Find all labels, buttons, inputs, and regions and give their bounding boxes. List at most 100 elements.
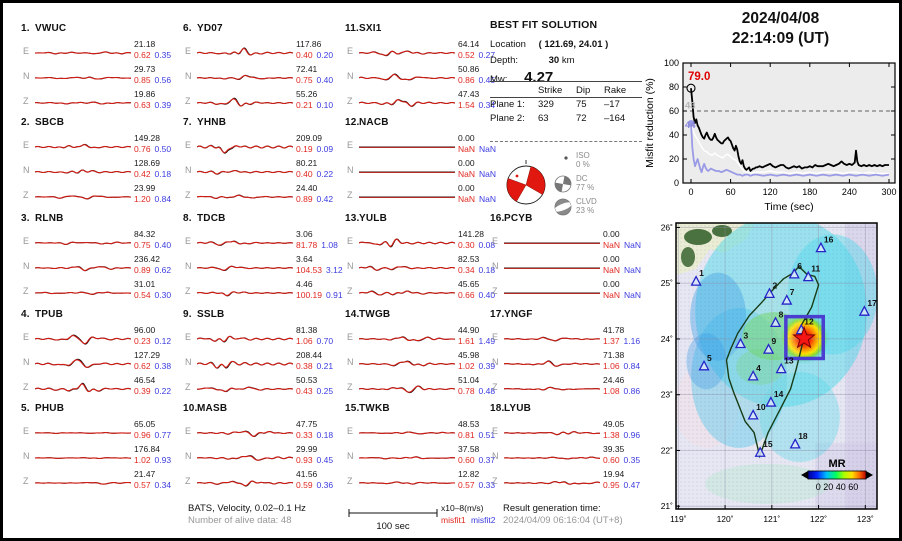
channel-values: 55.26 0.21 0.10	[296, 89, 333, 111]
map-lon-tick: 120˚	[717, 514, 734, 524]
misfit1-value: 0.33	[296, 430, 313, 440]
annotation-44: 44	[685, 120, 696, 131]
station-number: 8.	[183, 213, 192, 224]
map-station-number: 2	[772, 280, 777, 290]
waveform-plot	[359, 265, 455, 271]
waveform-plot	[35, 241, 131, 246]
unit-and-legend: x10–8(m/s) misfit1 misfit2	[441, 502, 496, 526]
map-station-triangle-6	[788, 267, 800, 279]
station-code: PCYB	[504, 213, 533, 224]
misfit2-value: 0.22	[154, 386, 172, 396]
scalebar-icon	[348, 509, 438, 517]
channel-row-E: E 44.90 1.61 1.49	[345, 325, 501, 351]
channel-row-N: N 128.69 0.42 0.18	[21, 158, 177, 184]
waveform-plot	[359, 431, 455, 435]
map-station-number: 3	[744, 331, 749, 341]
misfit2-value: 0.18	[478, 265, 496, 275]
channel-label: E	[347, 426, 354, 436]
time-scalebar: 100 sec	[348, 509, 438, 532]
channel-label: E	[347, 236, 354, 246]
station-number: 9.	[183, 309, 192, 320]
solution-title: BEST FIT SOLUTION	[490, 19, 598, 31]
channel-row-Z: Z 0.00 NaN NaN	[490, 279, 646, 305]
station-number: 12.	[345, 117, 360, 128]
map-station-triangle-1	[690, 275, 702, 286]
misfit2-value: 0.62	[154, 265, 172, 275]
misfit2-value: 0.34	[478, 100, 496, 110]
waveform-plot	[35, 382, 131, 393]
channel-row-N: N 236.42 0.89 0.62	[21, 254, 177, 280]
channel-row-E: E 141.28 0.30 0.08	[345, 229, 501, 255]
misfit2-value: 0.96	[623, 430, 641, 440]
channel-row-N: N 208.44 0.38 0.21	[183, 350, 339, 376]
channel-row-N: N 3.64 104.53 3.12	[183, 254, 343, 280]
channel-row-E: E 209.09 0.19 0.09	[183, 133, 339, 159]
channel-label: N	[492, 357, 499, 367]
waveform-plot	[197, 169, 293, 175]
solution-location-row: Location ( 121.69, 24.01 )	[490, 39, 608, 50]
peak-amplitude: 47.75	[296, 419, 318, 429]
map-station-triangle-18	[789, 437, 801, 449]
channel-row-Z: Z 47.43 1.54 0.34	[345, 89, 501, 115]
station-number: 5.	[21, 403, 30, 414]
channel-values: 65.05 0.96 0.77	[134, 419, 171, 441]
channel-values: 141.28 0.30 0.08	[458, 229, 495, 251]
misfit2-value: 0.22	[316, 169, 334, 179]
channel-values: 209.09 0.19 0.09	[296, 133, 333, 155]
map-station-number: 5	[707, 353, 712, 363]
peak-amplitude: 29.99	[296, 444, 318, 454]
station-header: 14.TWGB	[345, 309, 501, 320]
map-station-triangle-3	[734, 337, 747, 349]
channel-values: 29.99 0.93 0.45	[296, 444, 333, 466]
waveform-plot	[359, 290, 455, 296]
waveform-plot	[359, 99, 455, 107]
channel-row-N: N 29.99 0.93 0.45	[183, 444, 339, 470]
peak-amplitude: 4.46	[296, 279, 313, 289]
channel-values: 0.00 NaN NaN	[603, 254, 641, 276]
misfit1-value: 0.38	[296, 361, 313, 371]
misfit2-value: 0.47	[623, 480, 641, 490]
station-code: TWGB	[359, 309, 391, 320]
channel-label: Z	[347, 96, 353, 106]
channel-values: 19.94 0.95 0.47	[603, 469, 640, 491]
misfit1-value: 1.54	[458, 100, 475, 110]
plane2-rake: –164	[604, 113, 626, 124]
waveform-plot	[359, 146, 455, 148]
peak-amplitude: 45.65	[458, 279, 480, 289]
map-station-triangle-13	[775, 362, 787, 374]
amplitude-unit: x10–8(m/s)	[441, 503, 484, 513]
misfit1-value: NaN	[603, 290, 621, 300]
dc-beachball-icon	[554, 175, 572, 195]
misfit1-value: 0.52	[458, 50, 475, 60]
channel-values: 81.38 1.06 0.70	[296, 325, 333, 347]
clvd-label: CLVD	[576, 197, 597, 206]
peak-amplitude: 24.40	[296, 183, 318, 193]
channel-label: N	[185, 71, 192, 81]
channel-row-E: E 149.28 0.76 0.50	[21, 133, 177, 159]
channel-label: Z	[23, 382, 29, 392]
waveform-plot	[35, 76, 131, 80]
channel-row-E: E 21.18 0.62 0.35	[21, 39, 177, 65]
channel-values: 72.41 0.75 0.40	[296, 64, 333, 86]
channel-row-N: N 37.58 0.60 0.37	[345, 444, 501, 470]
peak-amplitude: 41.78	[603, 325, 625, 335]
location-value: ( 121.69, 24.01 )	[538, 39, 609, 50]
map-lat-tick: 23˚	[661, 390, 673, 400]
channel-label: E	[23, 236, 30, 246]
misfit2-value: 1.16	[623, 336, 641, 346]
misfit1-value: 0.54	[134, 290, 151, 300]
misfit2-value: 0.45	[316, 455, 334, 465]
misfit2-value: 0.50	[154, 144, 172, 154]
misfit2-value: 0.40	[316, 75, 334, 85]
misfit1-value: 1.02	[134, 455, 151, 465]
origin-time: 22:14:09 (UT)	[731, 30, 830, 47]
channel-values: 21.18 0.62 0.35	[134, 39, 171, 61]
chart-x-axis-label: Time (sec)	[764, 201, 813, 213]
channel-row-E: E 0.00 NaN NaN	[345, 133, 501, 159]
channel-row-N: N 45.98 1.02 0.39	[345, 350, 501, 376]
channel-label: N	[23, 261, 30, 271]
waveform-plot	[197, 97, 293, 107]
channel-label: N	[23, 451, 30, 461]
channel-values: 41.56 0.59 0.36	[296, 469, 333, 491]
misfit1-value: 0.76	[134, 144, 151, 154]
